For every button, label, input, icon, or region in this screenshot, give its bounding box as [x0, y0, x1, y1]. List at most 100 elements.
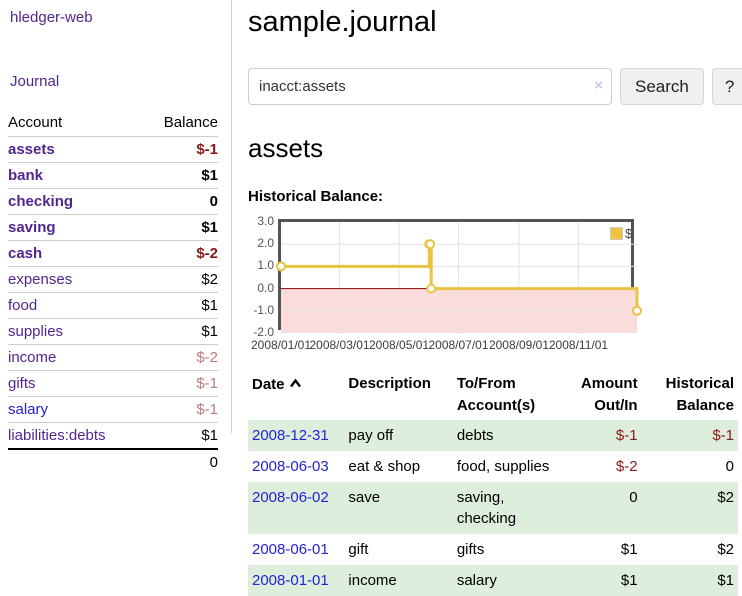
- register-table-header: Date Description To/From Account(s) Amou…: [248, 370, 738, 420]
- accounts-total-value: 0: [142, 448, 218, 475]
- search-form: × Search ?: [248, 68, 742, 105]
- accounts-table: Account Balance assets $-1 bank $1 check…: [8, 111, 218, 475]
- chart-label: Historical Balance:: [248, 188, 384, 205]
- account-balance: $-1: [142, 396, 218, 422]
- transaction-balance: $2: [717, 540, 734, 558]
- chart-plot-area: [276, 219, 642, 333]
- account-link[interactable]: liabilities:debts: [8, 427, 106, 444]
- historical-balance-chart: $ 3.0 2.0 1.0 0.0 -1.0 -2.0 2008/01/01 2008/03/…: [248, 213, 648, 352]
- transaction-accounts: gifts: [456, 540, 485, 558]
- main-content: sample.journal × Search ? assets Histori…: [248, 0, 742, 596]
- account-row: supplies $1: [8, 318, 218, 344]
- y-axis-tick-label: 0.0: [257, 280, 274, 295]
- account-link[interactable]: assets: [8, 141, 55, 158]
- account-row: cash $-2: [8, 240, 218, 266]
- chart-svg: [276, 222, 642, 333]
- account-link[interactable]: salary: [8, 401, 49, 418]
- x-axis-tick-label: 2008/05/01: [368, 338, 430, 352]
- account-balance: $1: [142, 422, 218, 448]
- balance-column-header: Balance: [163, 114, 218, 131]
- account-row: expenses $2: [8, 266, 218, 292]
- y-axis-tick-label: -2.0: [253, 325, 274, 339]
- transaction-date-link[interactable]: 2008-06-01: [252, 540, 329, 558]
- account-link[interactable]: expenses: [8, 271, 73, 288]
- y-axis-tick-label: 1.0: [257, 258, 274, 273]
- transaction-amount: 0: [561, 481, 642, 534]
- accounts-column-header: To/From Account(s): [456, 375, 536, 414]
- sidebar: hledger-web Journal Account Balance asse…: [0, 0, 232, 471]
- description-column-header: Description: [348, 375, 431, 392]
- transaction-balance: $1: [641, 564, 738, 596]
- amount-column-header: Amount Out/In: [580, 375, 638, 414]
- transaction-amount: $-2: [615, 457, 638, 475]
- transaction-balance: $-1: [641, 419, 738, 451]
- page-title: sample.journal: [248, 6, 437, 38]
- transaction-description: save: [344, 481, 453, 534]
- account-balance: $-1: [142, 136, 218, 162]
- account-row: bank $1: [8, 162, 218, 188]
- transaction-amount: $1: [561, 564, 642, 596]
- transaction-amount: $1: [620, 540, 638, 558]
- account-link[interactable]: bank: [8, 167, 44, 184]
- account-row: gifts $-1: [8, 370, 218, 396]
- account-column-header: Account: [8, 114, 63, 131]
- transaction-date-link[interactable]: 2008-06-02: [252, 488, 329, 506]
- y-axis-tick-label: 2.0: [257, 236, 274, 251]
- account-balance: $1: [142, 292, 218, 318]
- x-axis-tick-label: 2008/09/01: [488, 338, 549, 352]
- account-link[interactable]: gifts: [8, 375, 36, 392]
- account-link[interactable]: cash: [8, 245, 43, 262]
- transaction-description: eat & shop: [348, 457, 421, 475]
- account-row: food $1: [8, 292, 218, 318]
- accounts-total-row: 0: [8, 448, 218, 475]
- x-axis-tick-label: 2008/11/01: [548, 338, 609, 352]
- help-button[interactable]: ?: [711, 68, 742, 105]
- sidebar-item-journal[interactable]: Journal: [10, 73, 60, 90]
- account-balance: $-2: [142, 240, 218, 266]
- account-row: liabilities:debts $1: [8, 422, 218, 448]
- account-link[interactable]: supplies: [8, 323, 64, 340]
- x-axis-tick-label: 2008/01/01: [250, 338, 312, 352]
- balance-column-header-main: Historical Balance: [665, 375, 734, 414]
- account-balance: $-1: [142, 370, 218, 396]
- transaction-date-link[interactable]: 2008-06-03: [252, 457, 329, 475]
- account-link[interactable]: checking: [8, 193, 74, 210]
- account-balance: $1: [142, 162, 218, 188]
- transaction-row: 2008-06-01 gift gifts $1 $2: [248, 534, 738, 565]
- x-axis-tick-label: 2008/07/01: [428, 338, 489, 352]
- transaction-balance: $2: [641, 481, 738, 534]
- account-link[interactable]: saving: [8, 219, 56, 236]
- date-column-header[interactable]: Date: [248, 370, 344, 420]
- account-row: salary $-1: [8, 396, 218, 422]
- search-input[interactable]: [248, 68, 612, 105]
- account-row: assets $-1: [8, 136, 218, 162]
- account-row: income $-2: [8, 344, 218, 370]
- account-link[interactable]: income: [8, 349, 57, 366]
- account-row: checking 0: [8, 188, 218, 214]
- data-point-marker: [426, 283, 437, 294]
- y-axis-tick-label: 3.0: [257, 214, 274, 228]
- x-axis-tick-label: 2008/03/01: [309, 338, 370, 352]
- account-heading: assets: [248, 133, 324, 163]
- data-point-marker: [276, 261, 286, 272]
- search-button[interactable]: Search: [620, 68, 704, 105]
- transaction-description: gift: [348, 540, 369, 558]
- transaction-row: 2008-06-02 save saving, checking 0 $2: [248, 481, 738, 534]
- account-link[interactable]: food: [8, 297, 38, 314]
- transaction-accounts: saving, checking: [452, 481, 562, 534]
- account-balance: $-2: [142, 344, 218, 370]
- transaction-amount: $-1: [561, 419, 642, 451]
- transaction-accounts: salary: [452, 564, 562, 596]
- account-balance: $2: [142, 266, 218, 292]
- chart-legend: $: [610, 226, 632, 241]
- clear-search-icon[interactable]: ×: [594, 77, 603, 94]
- transaction-date-link[interactable]: 2008-01-01: [252, 571, 329, 589]
- legend-label: $: [625, 226, 633, 241]
- y-axis-tick-label: -1.0: [253, 302, 274, 317]
- transaction-date-link[interactable]: 2008-12-31: [252, 426, 329, 444]
- transaction-balance: 0: [725, 457, 734, 475]
- transaction-description: pay off: [344, 419, 453, 451]
- account-balance: $1: [142, 318, 218, 344]
- app-title-link[interactable]: hledger-web: [10, 9, 93, 26]
- data-point-marker: [632, 305, 642, 316]
